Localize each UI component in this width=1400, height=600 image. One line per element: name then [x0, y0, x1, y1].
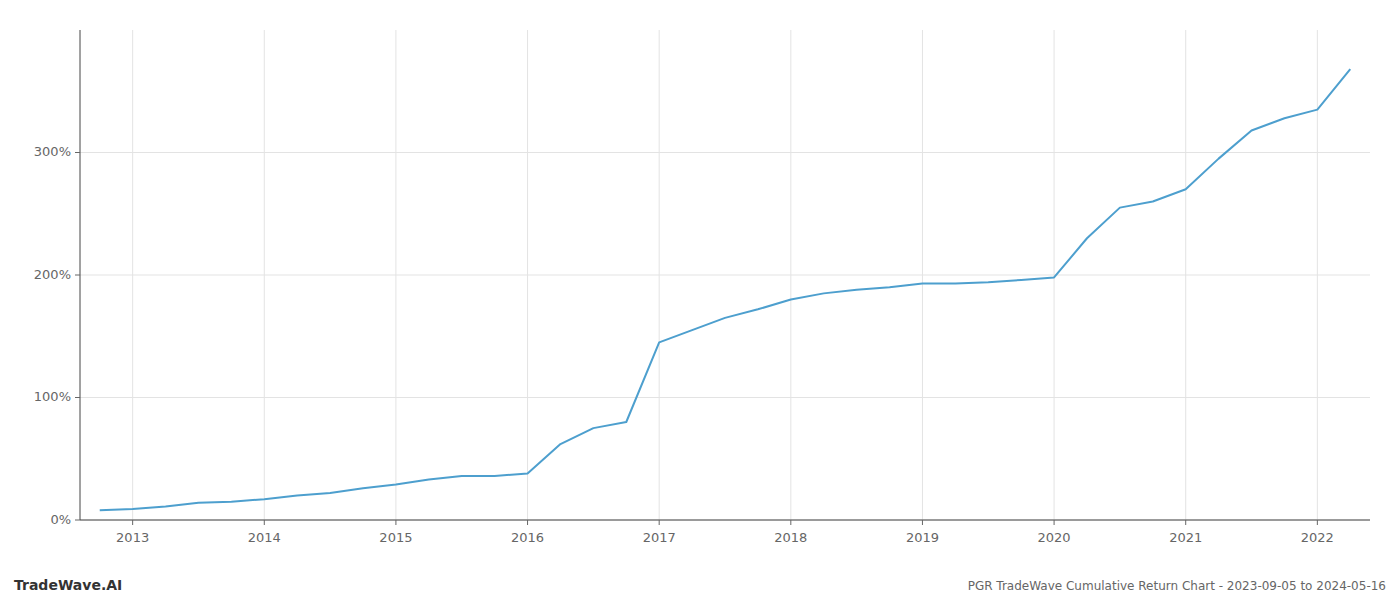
y-grid-line	[80, 275, 1370, 276]
x-tick	[922, 520, 923, 525]
x-grid-line	[922, 30, 923, 520]
y-grid-line	[80, 397, 1370, 398]
x-tick	[790, 520, 791, 525]
x-tick	[395, 520, 396, 525]
x-grid-line	[395, 30, 396, 520]
plot-data	[100, 69, 1351, 510]
page: {"chart_data": {"type": "line", "title":…	[0, 0, 1400, 600]
x-tick	[527, 520, 528, 525]
y-tick-label: 100%	[34, 389, 71, 404]
x-tick-label: 2014	[248, 530, 281, 545]
y-tick-label: 0%	[50, 512, 71, 527]
x-grid-line	[264, 30, 265, 520]
x-tick-label: 2013	[116, 530, 149, 545]
x-tick-label: 2015	[379, 530, 412, 545]
title: PGR TradeWave Cumulative Return Chart - …	[968, 579, 1386, 593]
y-grid-line	[80, 152, 1370, 153]
x-tick	[132, 520, 133, 525]
x-tick-label: 2020	[1038, 530, 1071, 545]
x-grid-line	[790, 30, 791, 520]
grid	[80, 30, 1370, 520]
x-tick	[1054, 520, 1055, 525]
x-tick	[1185, 520, 1186, 525]
y-tick-label: 200%	[34, 267, 71, 282]
x-tick-label: 2019	[906, 530, 939, 545]
y-tick-label: 300%	[34, 144, 71, 159]
x-axis-line	[80, 520, 1370, 521]
chart: 0% 100% 200% 300% 2013 2014 2015 2016 2017 2018 20…	[0, 0, 1400, 600]
x-tick-label: 2016	[511, 530, 544, 545]
y-grid-line	[80, 520, 1370, 521]
y-tick	[75, 152, 80, 153]
y-tick	[75, 275, 80, 276]
x-tick-label: 2018	[774, 530, 807, 545]
x-grid-line	[1185, 30, 1186, 520]
x-tick	[1317, 520, 1318, 525]
x-grid-line	[527, 30, 528, 520]
line	[100, 69, 1351, 510]
x-tick-label: 2017	[643, 530, 676, 545]
x-tick	[264, 520, 265, 525]
watermark: TradeWave.AI	[14, 577, 122, 593]
x-tick	[659, 520, 660, 525]
axes: 0% 100% 200% 300% 2013 2014 2015 2016 2017 2018 20…	[34, 30, 1370, 545]
x-tick-label: 2021	[1169, 530, 1202, 545]
x-grid-line	[659, 30, 660, 520]
y-tick	[75, 520, 80, 521]
x-grid-line	[132, 30, 133, 520]
x-grid-line	[1054, 30, 1055, 520]
x-tick-label: 2022	[1301, 530, 1334, 545]
x-grid-line	[1317, 30, 1318, 520]
y-tick	[75, 397, 80, 398]
